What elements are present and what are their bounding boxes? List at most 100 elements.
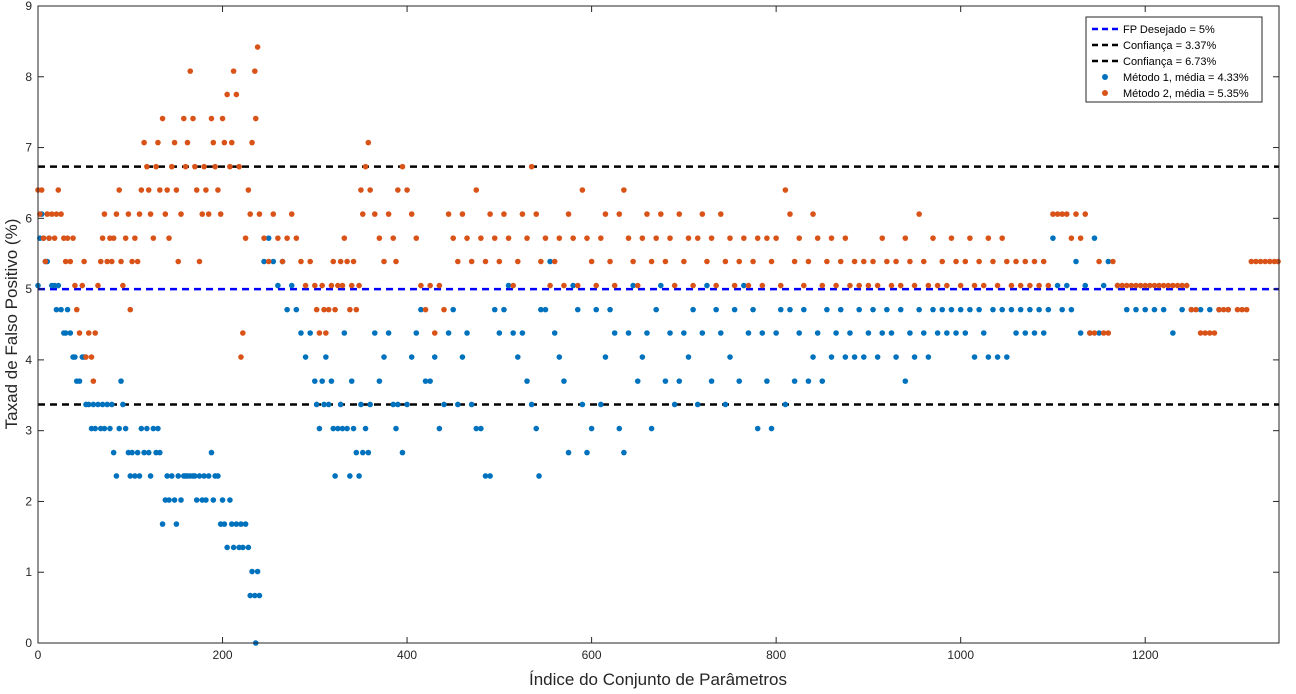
data-point <box>962 330 969 336</box>
data-point <box>884 306 890 313</box>
data-point <box>353 449 360 456</box>
data-point <box>332 473 338 479</box>
data-point <box>819 378 826 384</box>
data-point <box>1100 330 1107 336</box>
data-point <box>221 521 228 527</box>
data-point <box>325 306 332 313</box>
data-point <box>337 258 344 265</box>
x-tick-label: 400 <box>397 648 417 662</box>
data-point <box>690 306 696 313</box>
data-point <box>962 258 969 265</box>
data-point <box>860 354 867 360</box>
y-tick-label: 2 <box>25 494 32 508</box>
data-point <box>337 401 344 408</box>
data-point <box>708 235 715 241</box>
data-point <box>644 211 650 217</box>
data-point <box>330 258 337 265</box>
data-point <box>1045 306 1052 313</box>
data-point <box>538 306 544 313</box>
data-point <box>150 425 157 432</box>
data-point <box>1188 306 1195 313</box>
data-point <box>1008 282 1015 289</box>
data-point <box>593 306 600 313</box>
data-point <box>662 258 669 265</box>
data-point <box>313 401 320 408</box>
data-point <box>328 378 335 384</box>
data-point <box>551 330 558 336</box>
data-point <box>1036 306 1042 313</box>
data-point <box>851 258 858 265</box>
data-point <box>427 378 433 384</box>
data-point <box>288 211 295 217</box>
data-point <box>1082 211 1089 217</box>
data-point <box>339 425 346 432</box>
data-point <box>144 425 150 432</box>
data-point <box>598 401 604 408</box>
data-point <box>129 449 135 456</box>
data-point <box>805 378 812 384</box>
data-point <box>1068 306 1075 313</box>
data-point <box>99 235 106 241</box>
data-point <box>667 330 673 336</box>
data-point <box>356 473 362 479</box>
data-point <box>90 378 97 384</box>
data-point <box>164 473 170 479</box>
data-point <box>824 258 830 265</box>
data-point <box>708 378 715 384</box>
data-point <box>764 235 770 241</box>
data-point <box>192 473 198 479</box>
data-point <box>491 235 498 241</box>
data-point <box>588 258 595 265</box>
data-point <box>141 139 147 146</box>
data-point <box>1151 282 1158 289</box>
data-point <box>367 187 373 193</box>
data-point <box>847 282 853 289</box>
data-point <box>156 187 163 193</box>
data-point <box>565 449 572 456</box>
data-point <box>210 497 217 503</box>
data-point <box>533 425 540 432</box>
data-point <box>662 378 669 384</box>
data-point <box>252 68 258 74</box>
data-point <box>796 330 803 336</box>
data-point <box>58 306 64 313</box>
data-point <box>1004 258 1010 265</box>
data-point <box>178 497 184 503</box>
data-point <box>441 401 447 408</box>
axes-box <box>37 5 1280 644</box>
data-points <box>35 44 1281 646</box>
data-point <box>332 306 338 313</box>
data-point <box>694 401 701 408</box>
data-point <box>302 282 309 289</box>
data-point <box>44 211 51 217</box>
data-point <box>1087 330 1093 336</box>
data-point <box>842 354 849 360</box>
data-point <box>482 473 489 479</box>
data-point <box>621 187 627 193</box>
data-point <box>782 187 789 193</box>
data-point <box>164 187 170 193</box>
data-point <box>455 258 461 265</box>
reference-lines <box>38 165 1279 406</box>
data-point <box>393 425 399 432</box>
data-point <box>348 378 355 384</box>
data-point <box>1142 306 1149 313</box>
data-point <box>367 401 373 408</box>
data-point <box>265 235 272 241</box>
data-point <box>321 401 327 408</box>
data-point <box>879 235 886 241</box>
data-point <box>159 115 166 122</box>
data-point <box>1234 306 1241 313</box>
data-point <box>953 258 959 265</box>
data-point <box>138 425 145 432</box>
data-point <box>870 306 876 313</box>
data-point <box>639 354 646 360</box>
data-point <box>496 330 503 336</box>
data-point <box>754 425 761 432</box>
data-point <box>162 211 169 217</box>
data-point <box>616 211 623 217</box>
data-point <box>745 330 752 336</box>
data-point <box>307 330 313 336</box>
data-point <box>344 258 350 265</box>
data-point <box>501 306 507 313</box>
